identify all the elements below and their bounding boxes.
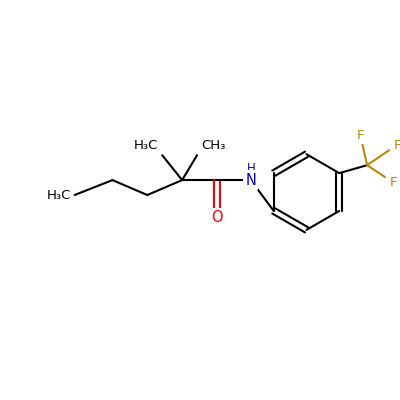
Text: H₃C: H₃C [134, 139, 158, 152]
Text: N: N [245, 172, 256, 188]
Text: H: H [246, 162, 255, 175]
Text: CH₃: CH₃ [201, 139, 226, 152]
Text: O: O [211, 210, 223, 226]
Text: F: F [356, 129, 364, 142]
Text: H₃C: H₃C [46, 188, 71, 202]
Text: F: F [389, 176, 397, 188]
Text: F: F [393, 139, 400, 152]
